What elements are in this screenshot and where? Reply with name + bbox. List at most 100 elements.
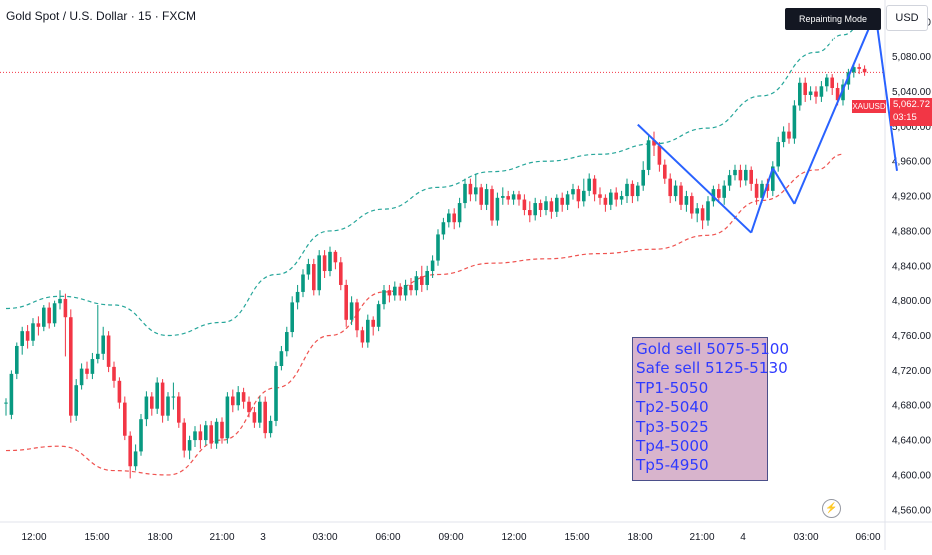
symbol-price-tag: XAUUSD xyxy=(852,100,886,113)
note-line: Tp4-5000 xyxy=(636,437,709,456)
candle-body xyxy=(25,331,30,341)
candle-body xyxy=(517,194,521,200)
candle-body xyxy=(420,276,424,285)
candle-body xyxy=(744,169,748,181)
candle-body xyxy=(247,401,251,413)
candle-body xyxy=(36,323,41,327)
candle-body xyxy=(668,178,672,197)
pattern-trendline xyxy=(771,167,796,205)
x-tick-label: 21:00 xyxy=(689,532,714,543)
candle-body xyxy=(355,302,359,331)
candle-body xyxy=(425,271,429,285)
candle-body xyxy=(312,264,316,291)
candle-body xyxy=(112,366,116,381)
candle-body xyxy=(409,284,413,291)
candle-body xyxy=(511,194,516,200)
candle-body xyxy=(387,290,392,296)
candle-body xyxy=(733,169,737,176)
note-line: Tp3-5025 xyxy=(636,417,709,436)
candle-body xyxy=(474,187,478,195)
candle-body xyxy=(144,396,149,420)
candle-body xyxy=(603,197,608,205)
candle-body xyxy=(544,201,548,211)
candle-body xyxy=(398,286,402,296)
x-tick-label: 06:00 xyxy=(855,532,880,543)
y-tick-label: 4,880.00 xyxy=(892,226,931,237)
candle-body xyxy=(738,169,743,181)
repainting-mode-badge: Repainting Mode Enabled xyxy=(785,8,881,46)
candle-body xyxy=(198,431,203,441)
note-line: Tp2-5040 xyxy=(636,398,709,417)
symbol-title[interactable]: Gold Spot / U.S. Dollar · 15 · FXCM xyxy=(6,9,197,23)
candle-body xyxy=(625,183,629,197)
candle-body xyxy=(90,359,95,374)
candle-body xyxy=(393,286,397,296)
candle-body xyxy=(522,199,527,211)
candle-body xyxy=(20,331,24,346)
candle-body xyxy=(695,208,699,214)
candle-body xyxy=(123,402,127,436)
candle-body xyxy=(52,303,57,324)
candle-body xyxy=(63,298,68,318)
candle-body xyxy=(835,88,840,101)
trade-plan-note[interactable]: Gold sell 5075-5100 Safe sell 5125-5130 … xyxy=(632,337,790,481)
candle-body xyxy=(160,382,165,416)
candle-body xyxy=(403,284,408,296)
candle-body xyxy=(220,421,224,439)
candle-body xyxy=(792,105,797,139)
candle-body xyxy=(382,290,386,305)
candle-body xyxy=(533,203,537,216)
x-tick-label: 18:00 xyxy=(627,532,652,543)
currency-button[interactable]: USD xyxy=(886,5,928,31)
candle-body xyxy=(333,251,338,263)
candle-body xyxy=(484,189,489,205)
candle-body xyxy=(717,189,721,198)
candle-body xyxy=(279,351,284,367)
candle-body xyxy=(295,291,300,303)
candle-body xyxy=(706,201,710,221)
candle-body xyxy=(825,77,829,87)
candle-body xyxy=(684,196,689,205)
candle-body xyxy=(117,380,122,403)
candle-body xyxy=(79,368,84,386)
candle-body xyxy=(555,197,559,212)
candle-body xyxy=(862,68,867,73)
candle-body xyxy=(376,304,381,327)
candle-body xyxy=(781,131,786,143)
last-price-value: 5,062.72 xyxy=(893,99,930,110)
candle-body xyxy=(285,332,289,352)
candle-body xyxy=(441,222,446,235)
candle-body xyxy=(344,284,348,320)
candle-body xyxy=(15,345,19,374)
candle-body xyxy=(495,197,500,221)
candle-body xyxy=(301,274,305,292)
candle-body xyxy=(630,183,635,197)
candle-body xyxy=(236,392,240,406)
candle-body xyxy=(225,396,230,439)
candle-body xyxy=(679,185,683,205)
candle-body xyxy=(447,213,451,223)
candle-body xyxy=(722,185,726,198)
candle-body xyxy=(830,77,834,89)
y-tick-label: 5,080.00 xyxy=(892,52,931,63)
candle-body xyxy=(506,196,510,200)
candle-body xyxy=(171,396,176,398)
upper-band-line xyxy=(5,12,871,337)
candle-body xyxy=(268,420,273,434)
bar-countdown: 03:15 xyxy=(893,112,917,123)
candle-body xyxy=(322,255,327,272)
candle-body xyxy=(349,302,354,320)
candle-body xyxy=(452,213,456,223)
y-tick-label: 4,760.00 xyxy=(892,331,931,342)
pattern-trendline xyxy=(750,167,774,233)
candle-body xyxy=(592,178,597,195)
candle-body xyxy=(252,412,257,423)
candle-body xyxy=(328,251,332,272)
lightning-icon[interactable]: ⚡ xyxy=(822,499,841,518)
candle-body xyxy=(47,307,51,324)
note-line: Gold sell 5075-5100 xyxy=(636,340,790,358)
candle-body xyxy=(463,183,467,204)
candle-body xyxy=(4,402,8,404)
